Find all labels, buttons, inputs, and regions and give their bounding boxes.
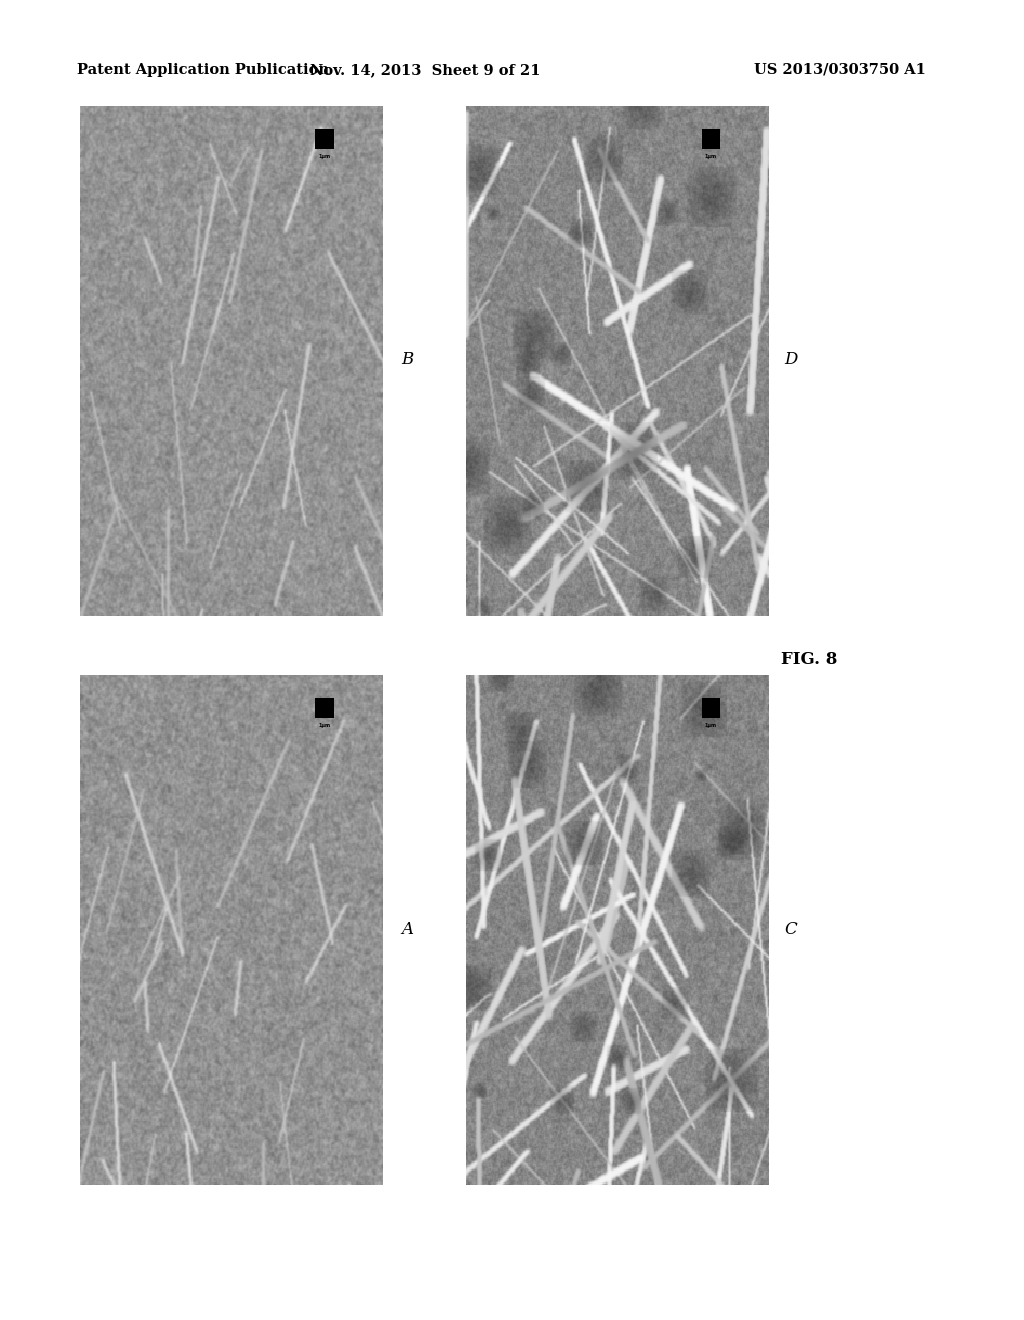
Text: Nov. 14, 2013  Sheet 9 of 21: Nov. 14, 2013 Sheet 9 of 21 [309, 63, 541, 77]
Text: B: B [401, 351, 414, 367]
Bar [701, 697, 720, 718]
Text: 1μm: 1μm [705, 723, 717, 729]
Text: 1μm: 1μm [318, 723, 331, 729]
Text: 1μm: 1μm [705, 154, 717, 160]
Text: C: C [784, 921, 797, 937]
Bar [315, 697, 334, 718]
Bar [701, 128, 720, 149]
Text: Patent Application Publication: Patent Application Publication [77, 63, 329, 77]
Text: US 2013/0303750 A1: US 2013/0303750 A1 [754, 63, 926, 77]
Text: FIG. 8: FIG. 8 [780, 652, 838, 668]
Text: 1μm: 1μm [318, 154, 331, 160]
Text: D: D [783, 351, 798, 367]
Text: A: A [401, 921, 414, 937]
Bar [315, 128, 334, 149]
